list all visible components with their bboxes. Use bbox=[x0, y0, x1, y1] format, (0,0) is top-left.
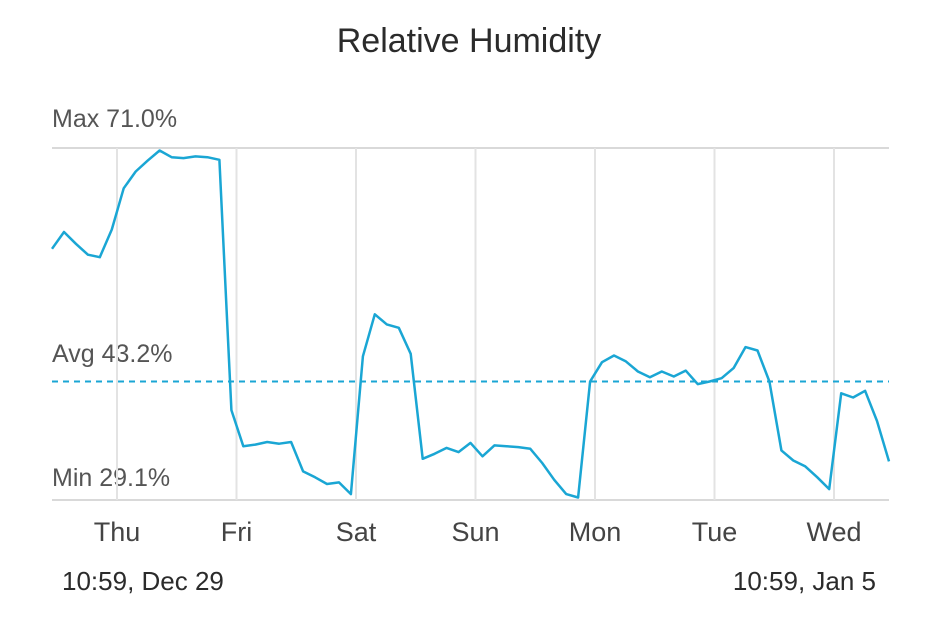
x-tick-wed: Wed bbox=[806, 517, 861, 547]
max-label: Max 71.0% bbox=[52, 105, 177, 133]
range-start: 10:59, Dec 29 bbox=[62, 566, 224, 596]
x-axis-ticks: Thu Fri Sat Sun Mon Tue Wed bbox=[94, 517, 862, 547]
grid-lines bbox=[52, 147, 889, 501]
x-tick-fri: Fri bbox=[221, 517, 252, 547]
min-label: Min 29.1% bbox=[52, 464, 170, 492]
series-line-humidity bbox=[50, 149, 891, 499]
x-tick-sat: Sat bbox=[336, 517, 377, 547]
x-tick-sun: Sun bbox=[451, 517, 499, 547]
avg-label: Avg 43.2% bbox=[52, 340, 172, 368]
range-end: 10:59, Jan 5 bbox=[733, 566, 876, 596]
x-tick-mon: Mon bbox=[569, 517, 622, 547]
x-tick-tue: Tue bbox=[692, 517, 738, 547]
x-tick-thu: Thu bbox=[94, 517, 141, 547]
chart-title: Relative Humidity bbox=[337, 22, 602, 60]
